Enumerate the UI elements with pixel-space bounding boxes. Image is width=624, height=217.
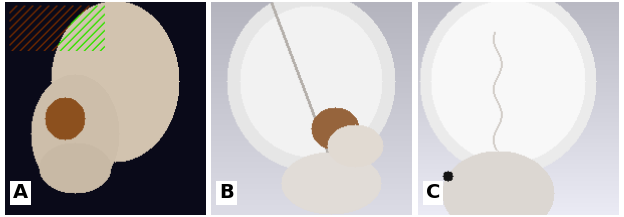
Text: A: A	[13, 183, 28, 202]
Text: C: C	[426, 183, 440, 202]
Text: B: B	[220, 183, 234, 202]
